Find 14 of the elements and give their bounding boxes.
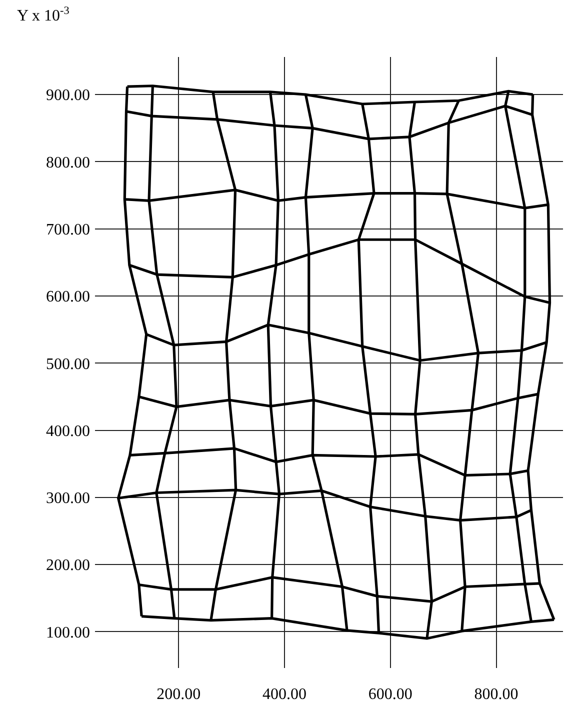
x-tick-label: 200.00 <box>156 686 201 703</box>
y-tick-label: 300.00 <box>46 490 90 508</box>
y-tick-label: 900.00 <box>46 87 90 104</box>
y-tick-label: 600.00 <box>46 288 90 306</box>
x-tick-label: 600.00 <box>368 686 412 703</box>
x-tick-label: 800.00 <box>474 686 518 703</box>
y-tick-label: 700.00 <box>46 221 90 238</box>
y-tick-label: 800.00 <box>46 154 90 172</box>
y-tick-label: 100.00 <box>46 624 90 642</box>
y-tick-label: 500.00 <box>46 356 90 373</box>
x-tick-label: 400.00 <box>262 686 307 703</box>
y-tick-label: 400.00 <box>46 422 90 440</box>
y-tick-label: 200.00 <box>46 557 90 574</box>
y-axis-title: Y x 10$^{-3}$ <box>17 5 70 25</box>
